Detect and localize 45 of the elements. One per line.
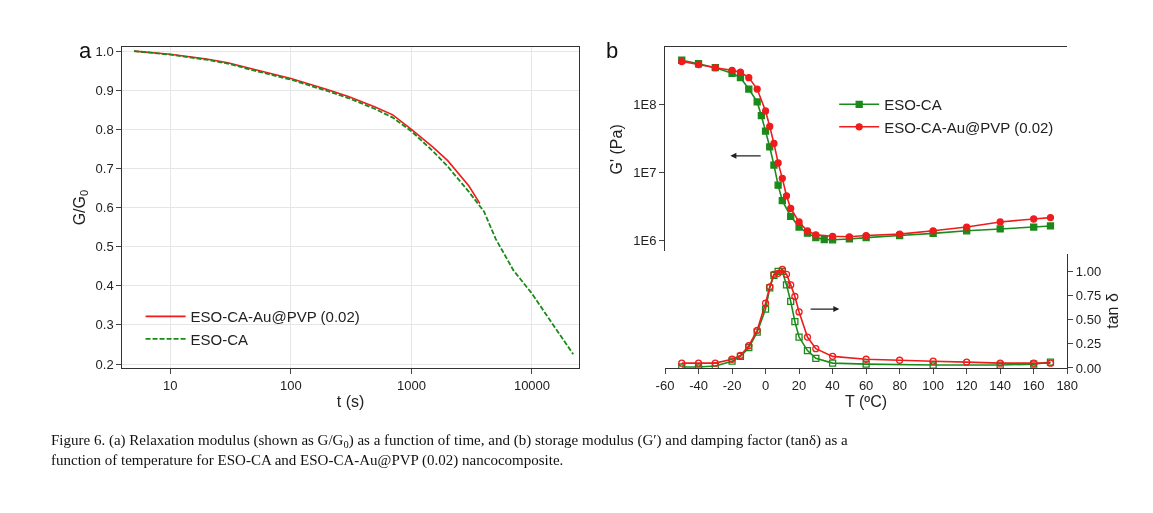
x-tick-label: 120 xyxy=(955,377,978,393)
caption: Figure 6. (a) Relaxation modulus (shown as G/G$_{0}$) as a function of time, and (b) storage modulus (G′) and damping factor (tanδ) as a function of temperature for ESO-CA and ESO-CA-Au@PVP (0.02) nancocomposite. xyxy=(51,432,848,469)
x-axis-title: T (ºC) xyxy=(845,393,888,411)
y-tick-label: 0.75 xyxy=(1075,288,1102,304)
x-tick-label: -60 xyxy=(655,377,675,393)
y-tick-label: 0.00 xyxy=(1075,360,1102,376)
x-tick-label: -40 xyxy=(689,377,708,393)
y-tick-label: 0.25 xyxy=(1075,336,1102,352)
y-tick-label: 1.00 xyxy=(1075,263,1102,279)
y-tick-label: 0.8 xyxy=(95,121,114,137)
y-tick-label: 0.9 xyxy=(95,82,114,98)
legend-label: ESO-CA-Au@PVP (0.02) xyxy=(884,118,1054,136)
x-tick-label: 100 xyxy=(922,377,944,393)
legend-label: ESO-CA xyxy=(884,96,942,114)
y-axis-title: tan δ xyxy=(1103,293,1121,329)
x-tick-label: 100 xyxy=(280,377,302,393)
y-axis-title: G' (Pa) xyxy=(608,124,626,175)
x-tick-label: 0 xyxy=(761,377,770,393)
x-axis-title: t (s) xyxy=(336,393,365,411)
y-tick-label: 0.6 xyxy=(95,200,114,216)
x-tick-label: 10 xyxy=(163,377,178,393)
y-tick-label: 1E8 xyxy=(633,97,657,113)
text: a xyxy=(79,38,92,63)
y-tick-label: 1E7 xyxy=(633,165,657,181)
y-tick-label: 0.5 xyxy=(95,239,114,255)
y-tick-label: 0.2 xyxy=(95,356,114,372)
legend-label: ESO-CA-Au@PVP (0.02) xyxy=(190,308,360,326)
x-tick-label: 10000 xyxy=(513,377,551,393)
y-tick-label: 1E6 xyxy=(633,233,657,249)
x-tick-label: 60 xyxy=(858,377,874,393)
y-tick-label: 0.4 xyxy=(95,278,114,294)
x-tick-label: 140 xyxy=(989,377,1012,393)
x-tick-label: 80 xyxy=(892,377,907,393)
x-tick-label: 40 xyxy=(825,377,840,393)
text: b xyxy=(606,38,619,63)
y-tick-label: 0.7 xyxy=(95,161,114,176)
x-tick-label: 20 xyxy=(791,377,807,393)
y-tick-label: 1.0 xyxy=(95,43,114,59)
x-tick-label: 160 xyxy=(1022,377,1045,393)
y-tick-label: 0.3 xyxy=(95,317,114,333)
x-tick-label: 180 xyxy=(1056,377,1079,393)
y-tick-label: 0.50 xyxy=(1075,312,1102,328)
x-tick-label: -20 xyxy=(722,377,742,393)
x-tick-label: 1000 xyxy=(396,377,426,393)
legend-label: ESO-CA xyxy=(190,330,249,348)
